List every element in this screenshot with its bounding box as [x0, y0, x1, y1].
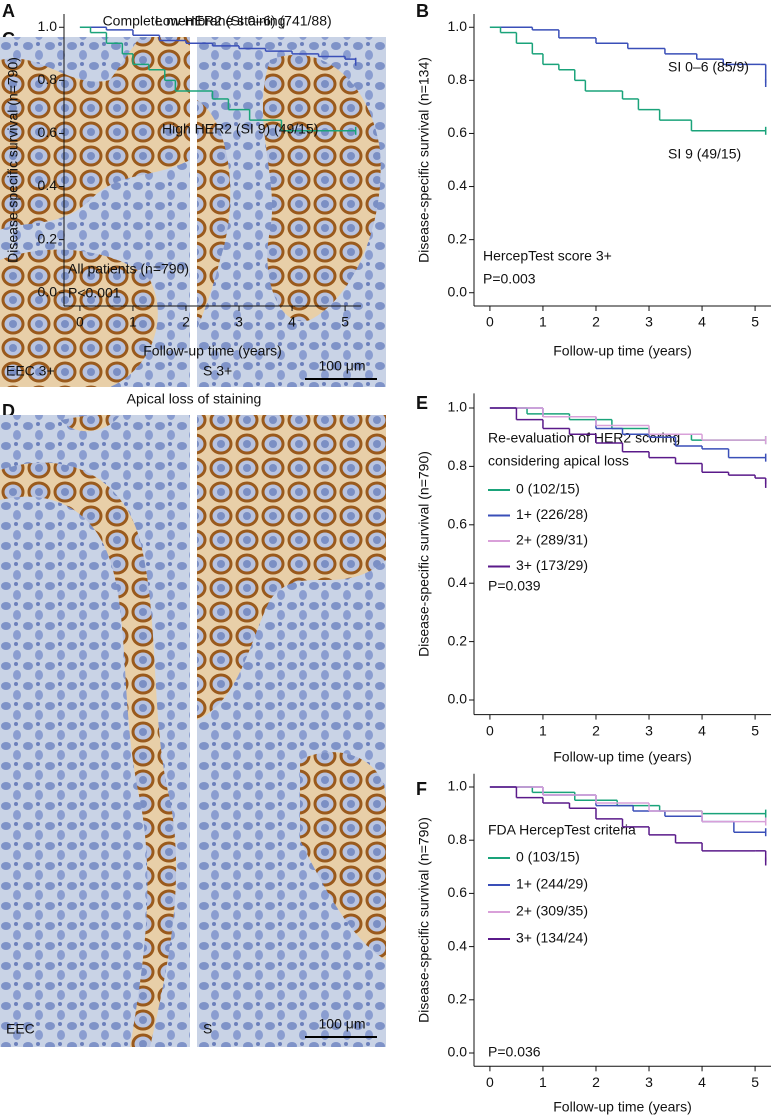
y-tick-label: 0.0 [448, 691, 468, 707]
x-tick-label: 3 [235, 314, 243, 330]
y-tick-label: 1.0 [448, 399, 468, 415]
legend-entry: 0 (103/15) [516, 849, 580, 865]
x-tick-label: 3 [645, 1074, 653, 1090]
y-tick-label: 1.0 [448, 18, 468, 34]
x-axis-label: Follow-up time (years) [143, 343, 281, 359]
panel-letter: F [416, 779, 427, 799]
x-tick-label: 5 [341, 314, 349, 330]
legend-entry: 0 (102/15) [516, 481, 580, 497]
y-tick-label: 0.6 [448, 516, 468, 532]
legend-entry: 3+ (173/29) [516, 557, 588, 573]
series-label: SI 9 (49/15) [668, 146, 741, 162]
panel-title: Apical loss of staining [127, 391, 262, 407]
panel-letter: A [2, 1, 15, 21]
annotation: All patients (n=790) [68, 261, 189, 277]
y-tick-label: 1.0 [38, 18, 58, 34]
x-axis-label: Follow-up time (years) [553, 1099, 691, 1115]
y-axis-label: Disease-specific survival (n=790) [416, 451, 432, 657]
x-tick-label: 2 [592, 722, 600, 738]
chart: E 0.0 0.2 0.4 0.6 0.8 1.0 0 1 2 3 4 5 Follow-up time … [416, 393, 771, 765]
x-tick-label: 3 [645, 722, 653, 738]
legend-entry: 1+ (226/28) [516, 506, 588, 522]
legend-entry: 2+ (289/31) [516, 532, 588, 548]
y-axis-label: Disease-specific survival (n=790) [5, 57, 21, 263]
y-tick-label: 0.0 [448, 283, 468, 299]
stained-tissue [0, 37, 190, 387]
x-tick-label: 5 [751, 314, 759, 330]
y-tick-label: 0.0 [448, 1044, 468, 1060]
y-tick-label: 0.8 [38, 71, 58, 87]
x-tick-label: 2 [592, 1074, 600, 1090]
chart: A 0.0 0.2 0.4 0.6 0.8 1.0 0 1 2 3 4 5 Follow-up time … [2, 1, 361, 359]
x-tick-label: 4 [698, 314, 706, 330]
stained-tissue [197, 415, 386, 960]
y-axis-label: Disease-specific survival (n=790) [416, 817, 432, 1023]
series-label: Low HER2 (SI 0–6) (741/88) [155, 13, 332, 29]
y-tick-label: 0.8 [448, 831, 468, 847]
y-tick-label: 0.2 [38, 230, 58, 246]
panel-letter: B [416, 1, 429, 21]
y-tick-label: 0.6 [448, 124, 468, 140]
stained-tissue [197, 54, 381, 331]
x-tick-label: 2 [592, 314, 600, 330]
chart: F 0.0 0.2 0.4 0.6 0.8 1.0 0 1 2 3 4 5 Follow-up time … [416, 773, 771, 1115]
stained-tissue [0, 415, 177, 1047]
annotation: P=0.039 [488, 578, 541, 594]
scale-bar-label: 100 μm [319, 358, 366, 374]
x-axis-label: Follow-up time (years) [553, 343, 691, 359]
legend-entry: 1+ (244/29) [516, 876, 588, 892]
annotation: HercepTest score 3+ [483, 248, 612, 264]
x-tick-label: 5 [751, 1074, 759, 1090]
x-axis-label: Follow-up time (years) [553, 749, 691, 765]
x-tick-label: 1 [539, 722, 547, 738]
x-tick-label: 3 [645, 314, 653, 330]
y-tick-label: 0.8 [448, 71, 468, 87]
x-tick-label: 1 [539, 1074, 547, 1090]
y-tick-label: 0.2 [448, 991, 468, 1007]
y-tick-label: 1.0 [448, 778, 468, 794]
y-tick-label: 0.2 [448, 230, 468, 246]
annotation: P<0.001 [68, 285, 121, 301]
x-tick-label: 4 [698, 1074, 706, 1090]
y-axis-label: Disease-specific survival (n=134) [416, 57, 432, 263]
y-tick-label: 0.2 [448, 632, 468, 648]
legend-entry: 3+ (134/24) [516, 930, 588, 946]
legend-title: FDA HercepTest criteria [488, 822, 636, 838]
y-tick-label: 0.4 [448, 937, 468, 953]
annotation: P=0.003 [483, 271, 536, 287]
x-tick-label: 0 [486, 1074, 494, 1090]
series-label: High HER2 (SI 9) (49/15) [162, 121, 318, 137]
y-tick-label: 0.6 [38, 124, 58, 140]
legend-title: considering apical loss [488, 453, 629, 469]
x-tick-label: 0 [76, 314, 84, 330]
panel-title: Complete membrane staining [103, 13, 286, 29]
annotation: P=0.036 [488, 1044, 541, 1060]
image-label: EEC [6, 1021, 35, 1037]
y-tick-label: 0.4 [38, 177, 58, 193]
x-tick-label: 4 [698, 722, 706, 738]
chart: B 0.0 0.2 0.4 0.6 0.8 1.0 0 1 2 3 4 5 Follow-up time … [416, 1, 771, 359]
series-label: SI 0–6 (85/9) [668, 59, 749, 75]
image-label: S 3+ [203, 363, 232, 379]
y-tick-label: 0.0 [38, 283, 58, 299]
x-tick-label: 5 [751, 722, 759, 738]
scale-bar-label: 100 μm [319, 1016, 366, 1032]
image-label: EEC 3+ [6, 363, 55, 379]
x-tick-label: 4 [288, 314, 296, 330]
image-label: S [203, 1021, 212, 1037]
y-tick-label: 0.4 [448, 574, 468, 590]
x-tick-label: 2 [182, 314, 190, 330]
y-tick-label: 0.6 [448, 884, 468, 900]
x-tick-label: 0 [486, 314, 494, 330]
panel-c: C Complete membrane staining EEC 3+ S 3+… [0, 13, 386, 387]
panel-d: D Apical loss of staining EEC S 100 μm [0, 391, 386, 1047]
legend-entry: 2+ (309/35) [516, 903, 588, 919]
x-tick-label: 1 [539, 314, 547, 330]
y-tick-label: 0.4 [448, 177, 468, 193]
panel-letter: E [416, 393, 428, 413]
x-tick-label: 0 [486, 722, 494, 738]
y-tick-label: 0.8 [448, 457, 468, 473]
x-tick-label: 1 [129, 314, 137, 330]
